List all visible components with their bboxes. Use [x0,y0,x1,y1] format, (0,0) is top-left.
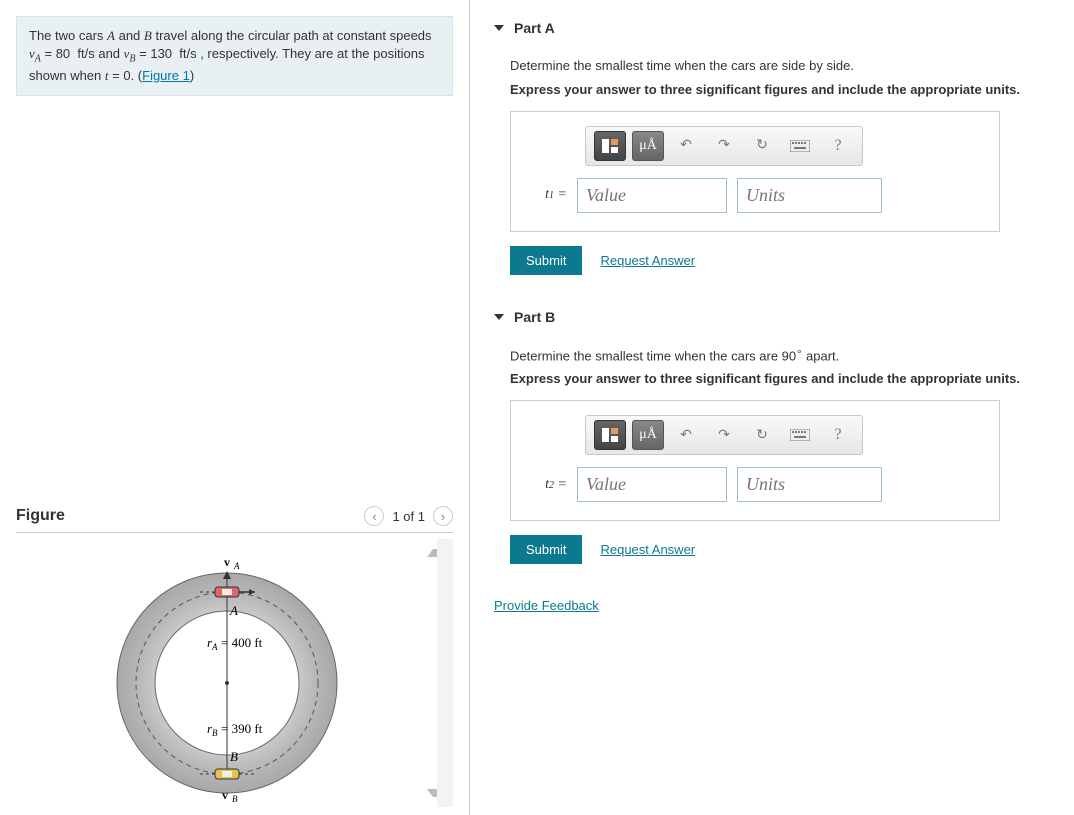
undo-icon[interactable]: ↶ [670,131,702,161]
template-icon[interactable] [594,420,626,450]
units-icon[interactable]: μÅ [632,420,664,450]
part-B-answer-box: μÅ ↶ ↷ ↻ ? t2 = [510,400,1000,521]
figure-diagram: v A A r A = 400 ft r B = 390 ft B v B [77,543,377,803]
part-A-ask: Determine the smallest time when the car… [510,56,1058,76]
part-A-toolbar: μÅ ↶ ↷ ↻ ? [585,126,863,166]
figure-next-button[interactable]: › [433,506,453,526]
part-title: Part A [514,20,555,36]
svg-text:B: B [232,794,238,803]
part-A-submit-button[interactable]: Submit [510,246,582,275]
help-icon[interactable]: ? [822,420,854,450]
keyboard-icon[interactable] [784,131,816,161]
left-panel: The two cars A and B travel along the ci… [0,0,470,815]
svg-text:A: A [211,642,218,652]
part-B-units-input[interactable] [737,467,882,502]
caret-down-icon [494,25,504,31]
part-A-header[interactable]: Part A [494,20,1058,36]
keyboard-icon[interactable] [784,420,816,450]
reset-icon[interactable]: ↻ [746,420,778,450]
units-icon[interactable]: μÅ [632,131,664,161]
part-A-instr: Express your answer to three significant… [510,82,1058,97]
svg-text:= 400 ft: = 400 ft [221,635,263,650]
provide-feedback-link[interactable]: Provide Feedback [494,598,599,613]
part-B-var-label: t2 = [533,477,567,493]
part-A-value-input[interactable] [577,178,727,213]
svg-text:A: A [229,603,238,618]
part-A-var-label: t1 = [533,187,567,203]
part-A-answer-box: μÅ ↶ ↷ ↻ ? t1 = [510,111,1000,232]
problem-statement: The two cars A and B travel along the ci… [16,16,453,96]
svg-text:B: B [212,728,218,738]
undo-icon[interactable]: ↶ [670,420,702,450]
figure-prev-button[interactable]: ‹ [364,506,384,526]
part-title: Part B [514,309,555,325]
help-icon[interactable]: ? [822,131,854,161]
part-B-submit-button[interactable]: Submit [510,535,582,564]
svg-text:v: v [222,788,228,802]
svg-text:= 390 ft: = 390 ft [221,721,263,736]
part-A-request-answer-link[interactable]: Request Answer [600,253,695,268]
part-A-units-input[interactable] [737,178,882,213]
svg-text:B: B [230,749,238,764]
part-B-value-input[interactable] [577,467,727,502]
template-icon[interactable] [594,131,626,161]
right-panel: Part A Determine the smallest time when … [470,0,1074,815]
reset-icon[interactable]: ↻ [746,131,778,161]
part-B-request-answer-link[interactable]: Request Answer [600,542,695,557]
redo-icon[interactable]: ↷ [708,131,740,161]
part-B-header[interactable]: Part B [494,309,1058,325]
redo-icon[interactable]: ↷ [708,420,740,450]
svg-text:A: A [233,561,240,571]
svg-text:v: v [224,555,230,569]
figure-nav-text: 1 of 1 [392,509,425,524]
part-B-toolbar: μÅ ↶ ↷ ↻ ? [585,415,863,455]
caret-down-icon [494,314,504,320]
figure-title: Figure [16,507,65,525]
figure-link[interactable]: Figure 1 [142,68,190,83]
part-B-ask: Determine the smallest time when the car… [510,345,1058,366]
part-B-instr: Express your answer to three significant… [510,371,1058,386]
